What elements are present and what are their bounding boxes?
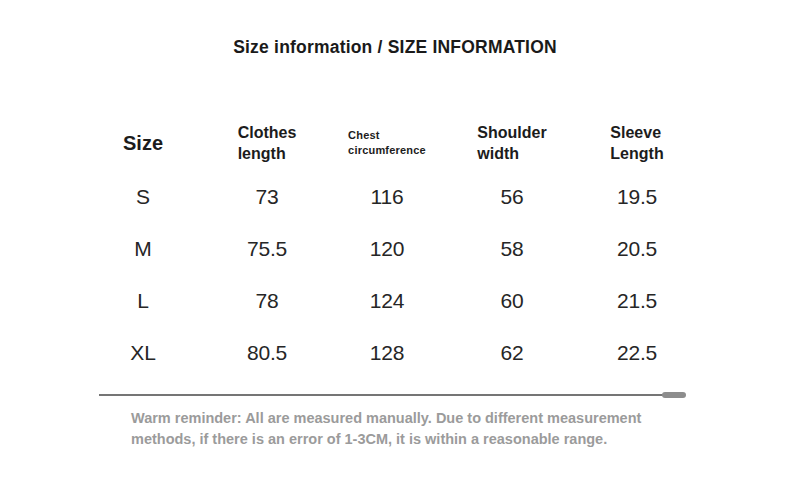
page-title: Size information / SIZE INFORMATION (0, 37, 790, 58)
warm-reminder-text: Warm reminder: All are measured manually… (131, 408, 676, 449)
column-header-shoulder-width: Shoulder width (436, 115, 588, 171)
size-information-sheet: Size information / SIZE INFORMATION Size… (0, 0, 790, 484)
column-header-sleeve-length-label: Sleeve Length (610, 122, 663, 164)
row-m-clothes-length: 75.5 (196, 223, 338, 275)
row-m-chest-circumference: 120 (338, 223, 436, 275)
column-header-clothes-length-label: Clothes length (238, 122, 297, 164)
row-xl-clothes-length: 80.5 (196, 327, 338, 379)
divider-line (99, 394, 665, 396)
column-header-shoulder-width-label: Shoulder width (477, 122, 546, 164)
row-m-sleeve-length: 20.5 (588, 223, 686, 275)
row-s-clothes-length: 73 (196, 171, 338, 223)
footer-divider (99, 392, 686, 398)
row-s-shoulder-width: 56 (436, 171, 588, 223)
row-l-shoulder-width: 60 (436, 275, 588, 327)
row-l-size: L (90, 275, 196, 327)
row-xl-size: XL (90, 327, 196, 379)
row-m-size: M (90, 223, 196, 275)
column-header-size: Size (90, 115, 196, 171)
row-l-chest-circumference: 124 (338, 275, 436, 327)
column-header-size-label: Size (123, 133, 163, 154)
column-header-clothes-length: Clothes length (196, 115, 338, 171)
divider-endcap (662, 392, 686, 398)
row-xl-sleeve-length: 22.5 (588, 327, 686, 379)
size-table: Size Clothes length Chest circumference … (90, 115, 686, 379)
row-xl-chest-circumference: 128 (338, 327, 436, 379)
row-l-clothes-length: 78 (196, 275, 338, 327)
column-header-chest-circumference-label: Chest circumference (348, 128, 426, 158)
row-s-size: S (90, 171, 196, 223)
row-l-sleeve-length: 21.5 (588, 275, 686, 327)
row-s-sleeve-length: 19.5 (588, 171, 686, 223)
row-s-chest-circumference: 116 (338, 171, 436, 223)
column-header-chest-circumference: Chest circumference (338, 115, 436, 171)
column-header-sleeve-length: Sleeve Length (588, 115, 686, 171)
row-m-shoulder-width: 58 (436, 223, 588, 275)
row-xl-shoulder-width: 62 (436, 327, 588, 379)
